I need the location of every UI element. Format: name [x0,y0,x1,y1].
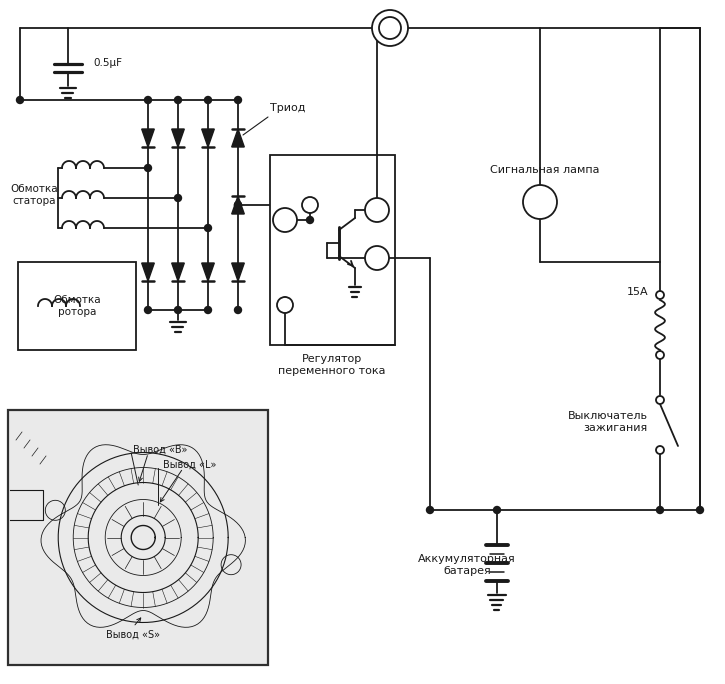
Circle shape [365,246,389,270]
Text: Вывод «L»: Вывод «L» [163,460,217,470]
Circle shape [697,506,703,514]
Circle shape [273,208,297,232]
Text: Регулятор
переменного тока: Регулятор переменного тока [278,354,386,376]
Circle shape [204,224,212,231]
Polygon shape [202,263,215,281]
Text: Вывод «S»: Вывод «S» [106,630,160,640]
Circle shape [175,96,181,103]
Circle shape [204,306,212,313]
Polygon shape [202,129,215,147]
Text: Триод: Триод [270,103,305,113]
FancyBboxPatch shape [8,410,268,665]
Circle shape [204,96,212,103]
Text: E: E [281,215,289,225]
Circle shape [234,96,241,103]
Text: Выключатель
зажигания: Выключатель зажигания [568,411,648,433]
Circle shape [234,202,241,209]
Polygon shape [232,196,244,214]
Text: B: B [386,21,394,34]
Polygon shape [232,129,244,147]
Bar [18,262,136,350]
Circle shape [426,506,434,514]
Circle shape [365,198,389,222]
Text: Обмотка
статора: Обмотка статора [10,184,58,206]
Text: S: S [373,253,381,263]
Circle shape [234,202,241,209]
Text: 15A: 15A [626,287,648,297]
Circle shape [144,306,152,313]
Circle shape [277,297,293,313]
Text: L: L [374,205,380,215]
Text: Вывод «B»: Вывод «B» [133,445,188,455]
Circle shape [523,185,557,219]
Circle shape [234,306,241,313]
Circle shape [372,10,408,46]
Circle shape [657,506,663,514]
Circle shape [379,17,401,39]
Polygon shape [141,263,154,281]
Circle shape [494,506,500,514]
Circle shape [656,351,664,359]
Polygon shape [172,129,184,147]
Polygon shape [232,263,244,281]
Circle shape [656,396,664,404]
Circle shape [302,197,318,213]
Circle shape [175,194,181,202]
Circle shape [144,164,152,172]
Bar [270,155,395,345]
Circle shape [175,306,181,313]
Polygon shape [141,129,154,147]
Circle shape [656,446,664,454]
Circle shape [17,96,23,103]
Text: Аккумуляторная
батарея: Аккумуляторная батарея [418,554,516,576]
Polygon shape [172,263,184,281]
Text: Сигнальная лампа: Сигнальная лампа [490,165,600,175]
Circle shape [144,96,152,103]
Text: Обмотка
ротора: Обмотка ротора [53,295,101,317]
Circle shape [307,217,313,224]
Text: 0.5μF: 0.5μF [93,58,122,68]
Circle shape [656,291,664,299]
